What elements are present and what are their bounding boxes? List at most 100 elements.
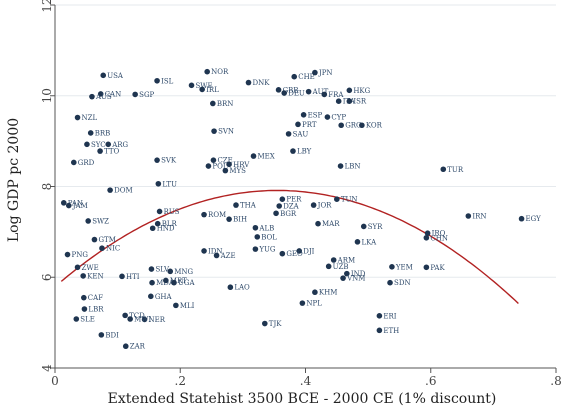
data-point-arg bbox=[105, 141, 112, 148]
data-point-mar bbox=[315, 220, 321, 227]
data-point-mys bbox=[222, 167, 229, 174]
point-label-dom: DOM bbox=[114, 187, 133, 195]
point-label-arg: ARG bbox=[111, 141, 128, 149]
y-tick-label-0: 4 bbox=[40, 364, 54, 372]
point-label-yug: YUG bbox=[258, 246, 276, 254]
data-point-che bbox=[291, 73, 298, 80]
data-point-geo bbox=[279, 250, 286, 257]
data-point-sau bbox=[285, 131, 292, 137]
y-axis-label: Log GDP pc 2000 bbox=[6, 118, 22, 242]
data-point-hti bbox=[119, 273, 125, 280]
data-point-jor bbox=[310, 202, 317, 208]
y-tick-label-1: 6 bbox=[40, 273, 54, 281]
point-label-tun: TUN bbox=[341, 196, 358, 204]
point-label-svk: SVK bbox=[161, 157, 177, 165]
data-point-pak bbox=[423, 264, 430, 271]
data-point-brb bbox=[87, 130, 94, 136]
point-label-hnd: HND bbox=[157, 225, 175, 233]
point-label-dza: DZA bbox=[283, 203, 299, 211]
x-tick-label-4: .8 bbox=[550, 374, 561, 388]
data-point-lbr bbox=[81, 306, 88, 312]
data-point-khm bbox=[312, 289, 318, 296]
x-tick-label-3: .6 bbox=[425, 374, 436, 388]
data-point-vnm bbox=[340, 275, 346, 281]
data-point-syr bbox=[360, 223, 367, 230]
point-label-eth: ETH bbox=[383, 327, 399, 335]
data-point-irq bbox=[424, 230, 431, 237]
x-axis-label: Extended Statehist 3500 BCE - 2000 CE (1… bbox=[108, 391, 497, 407]
point-label-irl: IRL bbox=[206, 86, 219, 94]
point-label-jor: JOR bbox=[317, 202, 333, 210]
tick-labels: 4 6 8 10 12 0 .2 .4 .6 .8 bbox=[40, 0, 562, 388]
point-label-can: CAN bbox=[105, 90, 122, 98]
data-point-slv bbox=[148, 266, 155, 272]
data-point-isl bbox=[154, 77, 160, 84]
y-tick-label-4: 12 bbox=[40, 0, 54, 13]
data-point-mex bbox=[250, 153, 257, 159]
point-label-uga: UGA bbox=[178, 279, 195, 287]
data-point-ken bbox=[80, 273, 86, 279]
data-point-kor bbox=[359, 122, 365, 129]
fit-curve bbox=[60, 189, 519, 305]
data-point-esp bbox=[300, 112, 307, 118]
data-point-pol bbox=[205, 163, 212, 169]
point-label-tto: TTO bbox=[104, 148, 119, 156]
point-label-fra: FRA bbox=[328, 91, 344, 99]
data-point-lao bbox=[227, 284, 234, 291]
point-label-esp: ESP bbox=[308, 111, 323, 119]
data-point-deu bbox=[281, 90, 288, 96]
point-label-brn: BRN bbox=[217, 100, 234, 108]
point-label-nor: NOR bbox=[211, 68, 229, 76]
data-point-sdn bbox=[387, 279, 393, 286]
point-label-mli: MLI bbox=[180, 302, 195, 310]
data-point-ltu bbox=[155, 180, 162, 187]
data-point-tjk bbox=[261, 320, 268, 327]
data-point-png bbox=[64, 251, 71, 258]
point-label-grd: GRD bbox=[78, 159, 95, 167]
data-point-mda bbox=[149, 279, 155, 286]
point-label-hrv: HRV bbox=[233, 161, 250, 169]
data-point-dom bbox=[107, 187, 113, 193]
point-label-nzl: NZL bbox=[82, 114, 98, 122]
data-point-ind bbox=[344, 270, 350, 277]
y-tick-label-3: 10 bbox=[40, 88, 54, 103]
point-label-isl: ISL bbox=[161, 77, 174, 85]
data-point-caf bbox=[81, 294, 87, 301]
data-point-lbn bbox=[337, 163, 344, 169]
point-label-bdi: BDI bbox=[105, 331, 119, 339]
point-label-mng: MNG bbox=[174, 268, 193, 276]
point-label-sdn: SDN bbox=[394, 279, 411, 287]
point-label-yem: YEM bbox=[395, 263, 413, 271]
data-point-cyp bbox=[324, 114, 331, 120]
data-point-blr bbox=[154, 220, 161, 227]
data-point-mrt bbox=[163, 277, 169, 284]
point-label-png: PNG bbox=[72, 251, 89, 259]
point-label-lbn: LBN bbox=[345, 163, 361, 171]
point-label-rom: ROM bbox=[208, 211, 226, 219]
data-point-rom bbox=[201, 211, 207, 218]
data-point-uga bbox=[171, 279, 177, 286]
point-label-alb: ALB bbox=[258, 224, 274, 232]
data-point-swz bbox=[85, 218, 91, 224]
data-point-hrv bbox=[226, 161, 232, 168]
point-label-dji: DJI bbox=[303, 247, 314, 255]
point-label-kor: KOR bbox=[366, 122, 383, 130]
data-point-aut bbox=[305, 88, 312, 95]
data-point-fra bbox=[321, 91, 328, 98]
data-point-hkg bbox=[346, 87, 353, 94]
data-point-ita bbox=[335, 98, 342, 104]
point-label-sgp: SGP bbox=[139, 91, 154, 99]
x-tick-label-0: 0 bbox=[51, 374, 59, 388]
data-point-bol bbox=[254, 234, 261, 240]
data-point-egy bbox=[518, 215, 525, 222]
data-point-jam bbox=[65, 202, 72, 209]
data-point-eth bbox=[376, 327, 383, 334]
y-tick-label-2: 8 bbox=[40, 183, 54, 191]
x-tick-label-1: .2 bbox=[175, 374, 186, 388]
data-point-tur bbox=[440, 166, 447, 173]
point-label-pak: PAK bbox=[430, 264, 445, 272]
point-label-hkg: HKG bbox=[353, 87, 370, 95]
point-label-syr: SYR bbox=[368, 223, 383, 231]
data-point-sle bbox=[73, 316, 80, 322]
